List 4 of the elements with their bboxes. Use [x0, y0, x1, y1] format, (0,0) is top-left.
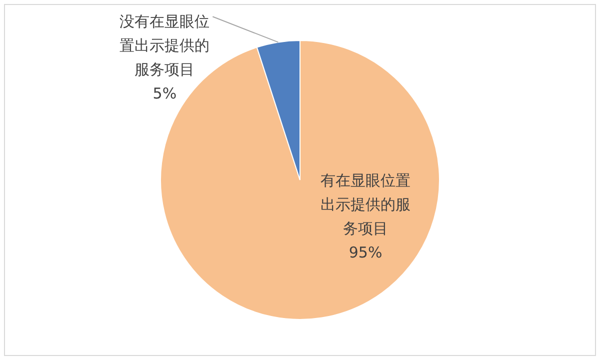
slice-label: 没有在显眼位置出示提供的服务项目	[120, 12, 210, 79]
slice-label: 有在显眼位置出示提供的服务项目	[320, 172, 411, 238]
data-label: 95%	[348, 244, 382, 262]
data-label: 5%	[152, 84, 177, 103]
